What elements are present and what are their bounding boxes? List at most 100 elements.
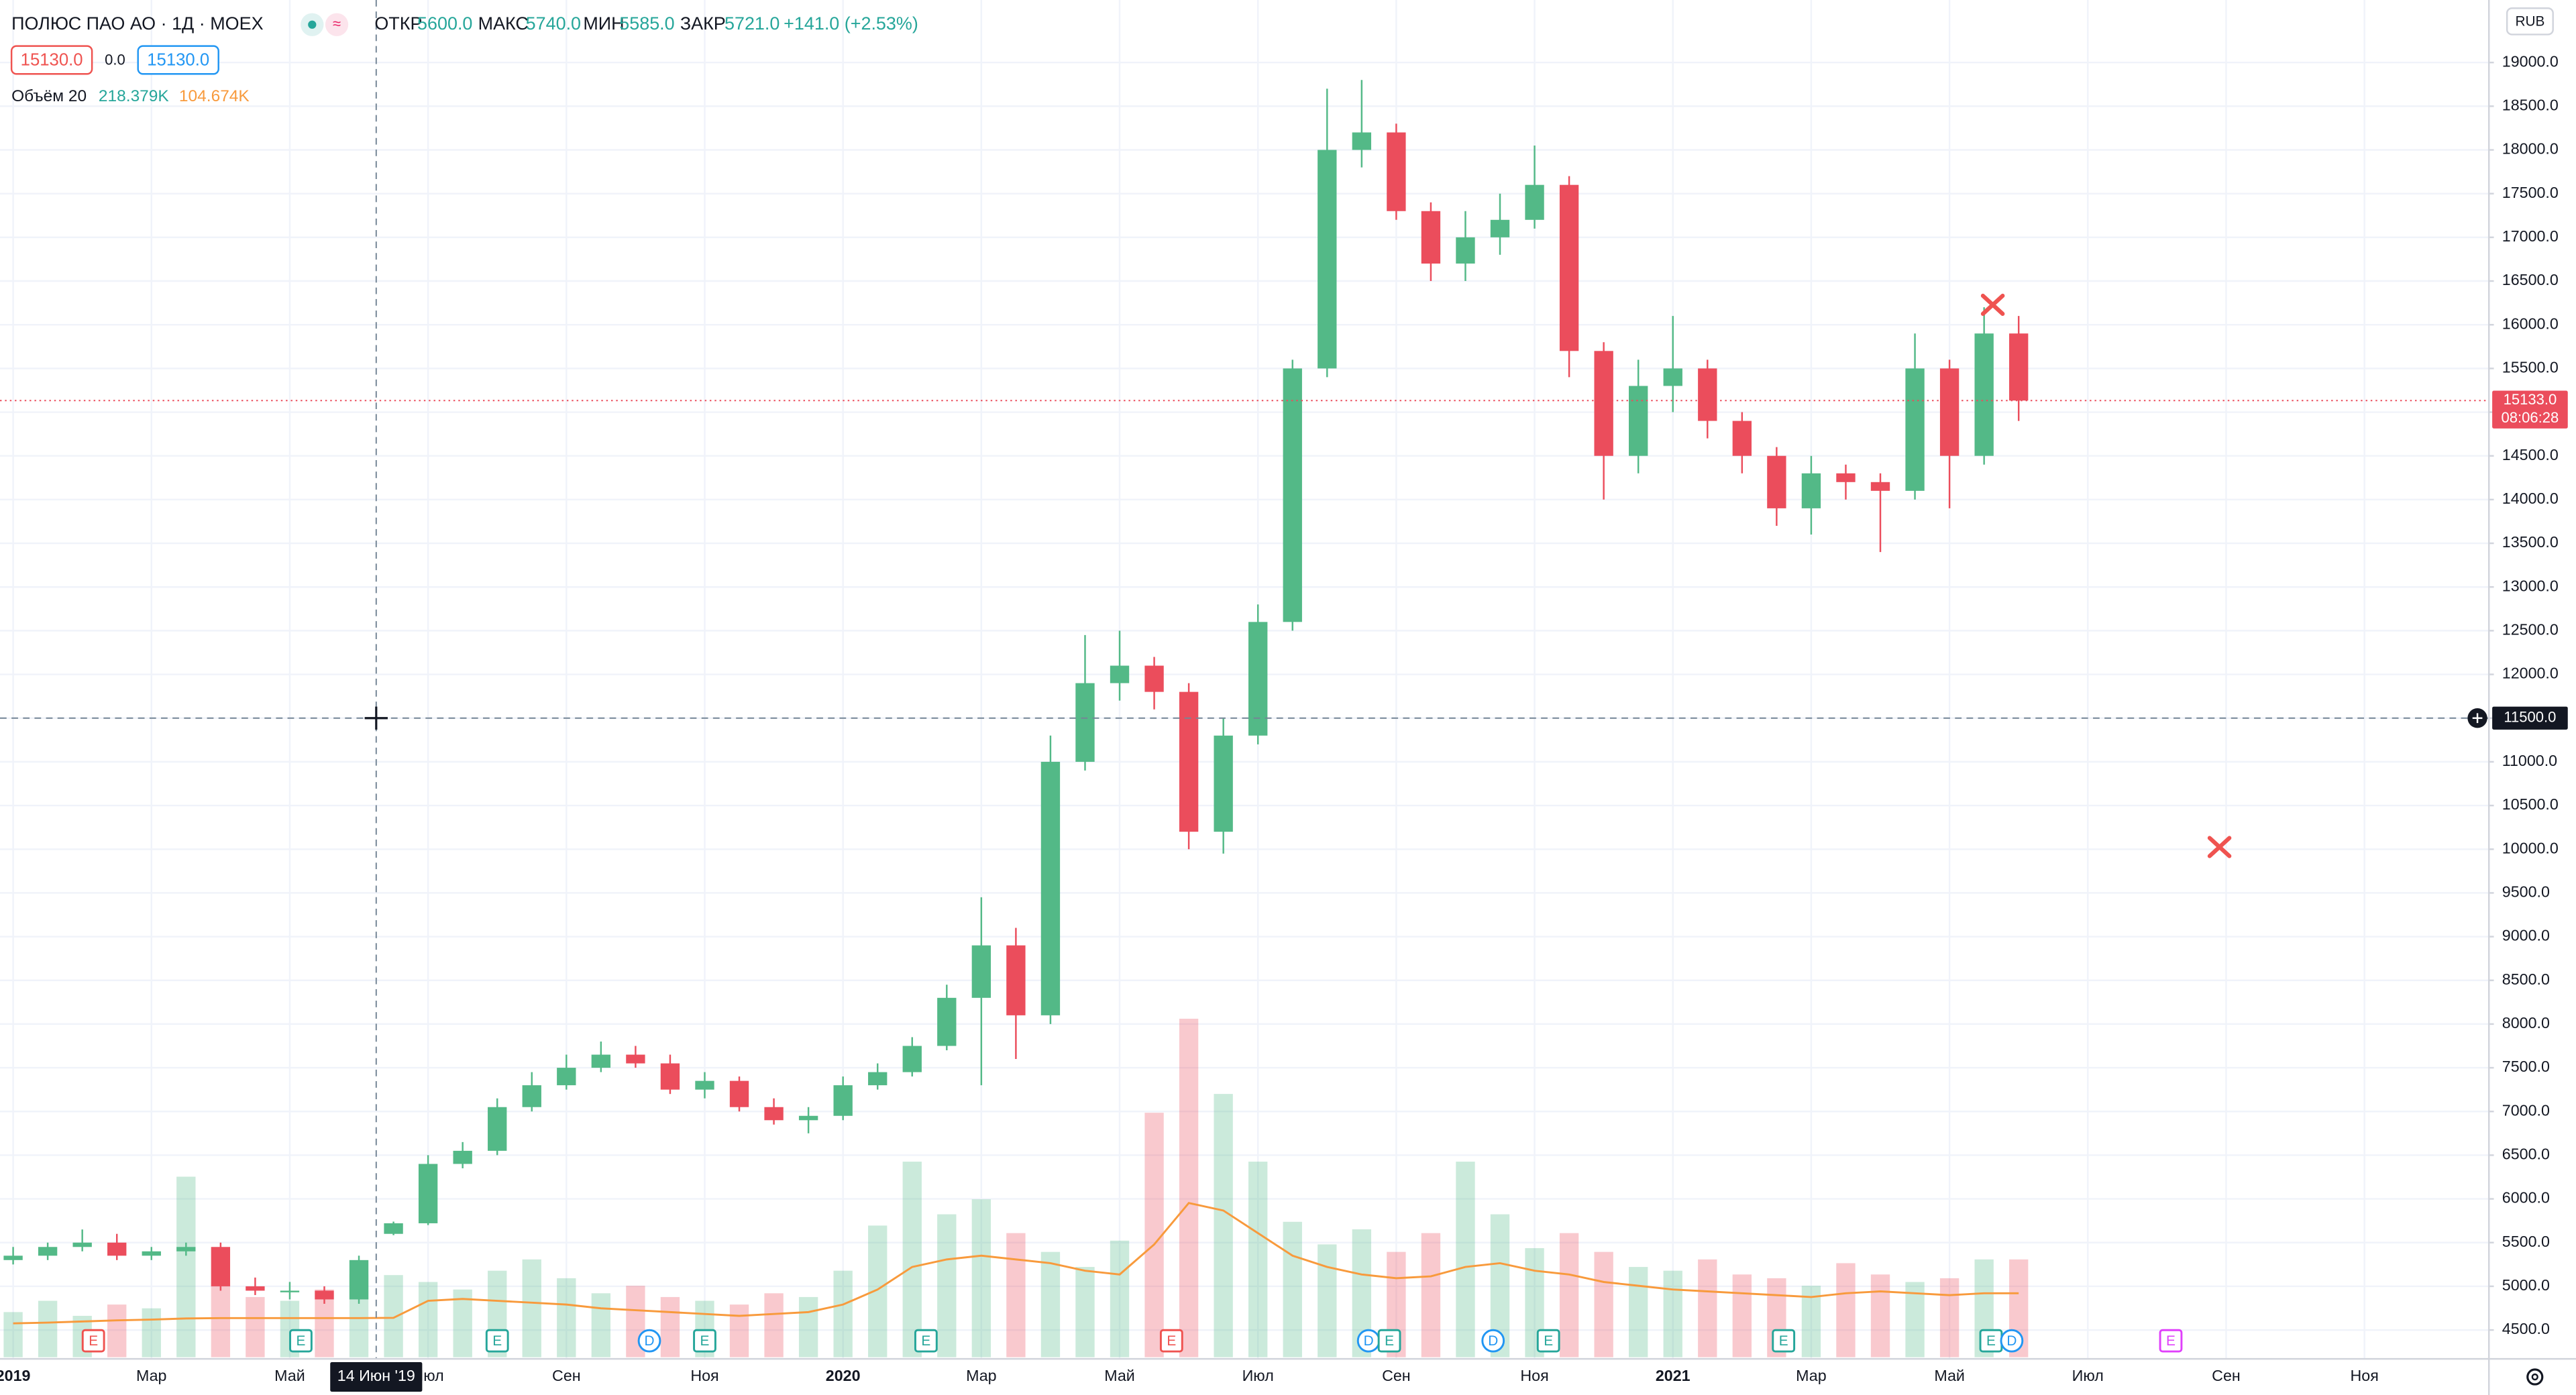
ohlc-value: 5600.0 [417,13,472,34]
candle-body [1214,735,1233,832]
candle-body [1144,665,1164,692]
settings-button[interactable] [2526,1368,2544,1386]
y-tick-label: 10500.0 [2502,795,2559,813]
x-tick-label: Сен [2212,1367,2241,1384]
ohlc-value: 5585.0 [619,13,674,34]
volume-bar [591,1293,611,1357]
sell-button[interactable] [10,45,93,75]
y-tick-label: 9000.0 [2502,927,2550,944]
candle-body [1421,211,1441,264]
candle-body [1318,150,1337,369]
candle-body [1767,455,1786,508]
candle-body [1110,665,1130,683]
x-tick-label: Май [274,1367,305,1384]
event-label: E [1779,1333,1788,1349]
volume-bar [557,1278,576,1357]
candle-body [1352,132,1372,150]
y-tick-label: 17000.0 [2502,227,2559,245]
buy-button[interactable] [137,45,219,75]
volume-bar [1559,1233,1579,1357]
volume-bar [1594,1251,1613,1357]
candle-body [1006,945,1026,1015]
bid-price[interactable]: 15130.0 [21,50,83,69]
candle-body [1836,473,1856,482]
drawing-cross[interactable] [1980,293,2005,317]
y-tick-label: 5500.0 [2502,1233,2550,1250]
volume-bar [211,1282,231,1357]
event-badge [289,1329,313,1353]
volume-bar [1318,1244,1337,1357]
drawing-cross[interactable] [2207,836,2232,858]
event-label: D [1488,1333,1498,1349]
candle-body [1905,368,1925,491]
candle-body [1974,333,1994,456]
y-tick-label: 19000.0 [2502,52,2559,70]
crosshair-date-badge [330,1362,423,1392]
volume-bar [764,1293,784,1357]
candle-body [1525,184,1544,220]
event-badge [1481,1329,1505,1353]
volume-bar [1283,1221,1302,1357]
y-tick-label: 12000.0 [2502,665,2559,682]
x-tick-label: 2019 [0,1367,31,1384]
candle-body [176,1247,196,1251]
x-tick-label: Май [1104,1367,1135,1384]
candle-body [1040,761,1061,1015]
y-tick-label: 7500.0 [2502,1058,2550,1075]
y-tick-label: 18500.0 [2502,96,2559,113]
candle-body [833,1085,853,1116]
volume-bar [142,1308,161,1357]
volume-legend-ma: 104.674K [179,87,250,105]
settings-button-center [2531,1373,2538,1381]
candle-body [971,945,991,998]
candle-body [660,1063,680,1090]
event-label: E [1544,1333,1553,1349]
volume-bar [418,1282,438,1357]
y-tick-label: 16500.0 [2502,271,2559,288]
volume-bar [38,1300,58,1357]
symbol-title[interactable]: ПОЛЮС ПАО АО · 1Д · MOEX [11,13,263,34]
y-tick-label: 13000.0 [2502,577,2559,594]
event-label: D [1364,1333,1374,1349]
event-badge [914,1329,938,1353]
candle-body [72,1242,92,1247]
volume-bar [246,1296,265,1357]
volume-bar [1663,1270,1682,1357]
volume-bar [1836,1263,1856,1357]
x-tick-label: Ноя [690,1367,718,1384]
event-label: E [89,1333,98,1349]
volume-bar [1456,1162,1475,1357]
candle-body [453,1150,472,1164]
event-label: E [296,1333,305,1349]
volume-bar [107,1304,127,1357]
volume-bar [176,1176,196,1357]
volume-bar [1732,1274,1752,1357]
x-tick-label: Мар [1796,1367,1826,1384]
y-tick-label: 6000.0 [2502,1189,2550,1207]
candle-body [1179,691,1199,832]
crosshair-date-label: 14 Июн '19 [337,1367,415,1384]
event-label: E [1986,1333,1996,1349]
event-badge [2000,1329,2024,1353]
candle-body [1283,368,1302,622]
y-tick-label: 13500.0 [2502,533,2559,551]
event-label: D [2006,1333,2017,1349]
x-tick-label: Мар [966,1367,996,1384]
volume-bar [1870,1274,1890,1357]
candle-body [695,1080,714,1090]
x-tick-label: 2021 [1656,1367,1690,1384]
currency-label[interactable]: RUB [2515,14,2544,30]
x-tick-label: Сен [1382,1367,1411,1384]
ask-price[interactable]: 15130.0 [147,50,209,69]
volume-bar [1421,1233,1441,1357]
candle-body [2009,333,2029,401]
crosshair-price-badge [2492,706,2568,730]
event-label: E [1167,1333,1176,1349]
volume-legend-name[interactable]: Объём 20 [11,87,87,105]
currency-button[interactable] [2506,7,2554,36]
volume-bar [1110,1240,1130,1357]
candle-body [626,1054,645,1064]
